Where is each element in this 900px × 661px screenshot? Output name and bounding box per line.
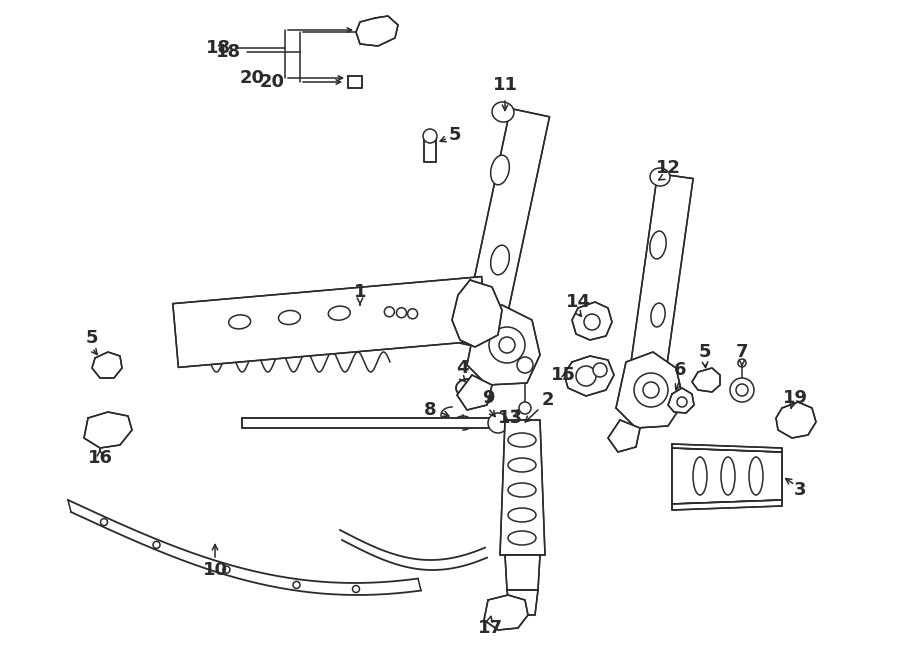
Ellipse shape xyxy=(650,168,670,186)
Circle shape xyxy=(384,307,394,317)
Circle shape xyxy=(576,366,596,386)
Circle shape xyxy=(353,586,359,592)
Polygon shape xyxy=(776,402,816,438)
Ellipse shape xyxy=(508,508,536,522)
Ellipse shape xyxy=(721,457,735,495)
Text: 17: 17 xyxy=(478,619,502,637)
Ellipse shape xyxy=(278,311,301,325)
Circle shape xyxy=(101,519,107,525)
Text: 16: 16 xyxy=(87,449,112,467)
Ellipse shape xyxy=(693,457,707,495)
Polygon shape xyxy=(616,352,684,428)
Polygon shape xyxy=(627,174,693,397)
Text: 20: 20 xyxy=(259,73,284,91)
Circle shape xyxy=(584,314,600,330)
Ellipse shape xyxy=(508,458,536,472)
Ellipse shape xyxy=(492,102,514,122)
Polygon shape xyxy=(672,444,782,452)
Text: 11: 11 xyxy=(492,76,517,94)
Text: 10: 10 xyxy=(202,561,228,579)
Text: 12: 12 xyxy=(655,159,680,177)
Polygon shape xyxy=(507,590,538,615)
Text: 14: 14 xyxy=(565,293,590,311)
Ellipse shape xyxy=(508,483,536,497)
Circle shape xyxy=(423,129,437,143)
Circle shape xyxy=(593,363,607,377)
Circle shape xyxy=(519,402,531,414)
Text: 9: 9 xyxy=(482,389,494,407)
Circle shape xyxy=(738,359,746,367)
Text: 5: 5 xyxy=(698,343,711,361)
Polygon shape xyxy=(356,16,398,46)
Circle shape xyxy=(488,413,508,433)
Text: 18: 18 xyxy=(205,39,230,57)
Text: 19: 19 xyxy=(782,389,807,407)
Circle shape xyxy=(643,382,659,398)
Ellipse shape xyxy=(328,306,350,320)
Circle shape xyxy=(408,309,418,319)
Polygon shape xyxy=(505,555,540,590)
Ellipse shape xyxy=(229,315,250,329)
Ellipse shape xyxy=(491,245,509,275)
Circle shape xyxy=(677,397,687,407)
Polygon shape xyxy=(424,138,436,162)
Ellipse shape xyxy=(650,231,666,259)
Text: 4: 4 xyxy=(455,359,468,377)
Polygon shape xyxy=(84,412,132,448)
Polygon shape xyxy=(452,280,502,347)
Polygon shape xyxy=(668,388,694,413)
Circle shape xyxy=(736,384,748,396)
Polygon shape xyxy=(92,352,122,378)
Circle shape xyxy=(293,582,300,588)
Circle shape xyxy=(397,308,407,318)
Text: 5: 5 xyxy=(86,329,98,347)
Circle shape xyxy=(223,566,230,573)
Ellipse shape xyxy=(508,433,536,447)
Text: 7: 7 xyxy=(736,343,748,361)
Polygon shape xyxy=(457,375,492,410)
Text: 2: 2 xyxy=(542,391,554,409)
Polygon shape xyxy=(672,500,782,510)
Text: 20: 20 xyxy=(239,69,265,87)
Polygon shape xyxy=(242,418,500,428)
Ellipse shape xyxy=(651,303,665,327)
Polygon shape xyxy=(608,420,640,452)
Text: 18: 18 xyxy=(215,43,240,61)
Text: 13: 13 xyxy=(498,409,523,427)
Polygon shape xyxy=(348,76,362,88)
Text: 6: 6 xyxy=(674,361,686,379)
Polygon shape xyxy=(484,595,528,630)
Text: 15: 15 xyxy=(551,366,575,384)
Circle shape xyxy=(499,337,515,353)
Ellipse shape xyxy=(491,155,509,185)
Text: 3: 3 xyxy=(794,481,806,499)
Polygon shape xyxy=(461,108,550,352)
Text: 1: 1 xyxy=(354,283,366,301)
Polygon shape xyxy=(564,356,614,396)
Circle shape xyxy=(517,357,533,373)
Polygon shape xyxy=(692,368,720,392)
Ellipse shape xyxy=(749,457,763,495)
Polygon shape xyxy=(173,276,487,368)
Ellipse shape xyxy=(508,531,536,545)
Polygon shape xyxy=(572,302,612,340)
Polygon shape xyxy=(500,420,545,555)
Circle shape xyxy=(489,327,525,363)
Text: 5: 5 xyxy=(449,126,461,144)
Polygon shape xyxy=(672,448,782,504)
Circle shape xyxy=(634,373,668,407)
Polygon shape xyxy=(467,305,540,385)
Circle shape xyxy=(730,378,754,402)
Circle shape xyxy=(153,541,160,549)
Text: 8: 8 xyxy=(424,401,436,419)
